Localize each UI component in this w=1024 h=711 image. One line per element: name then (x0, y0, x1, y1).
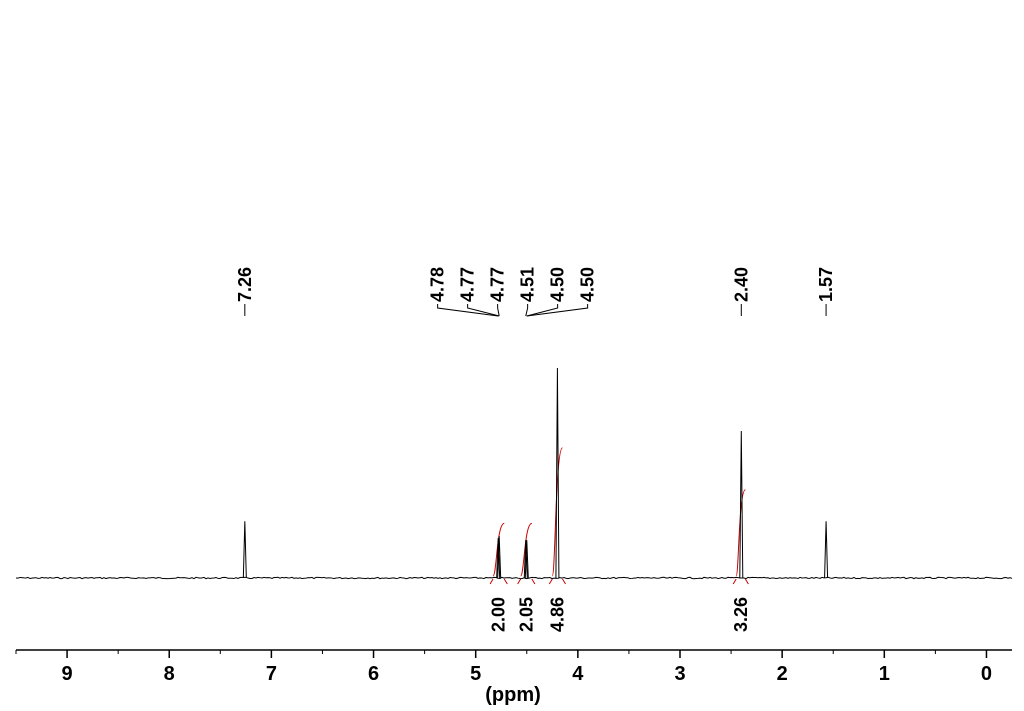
x-tick-label: 1 (879, 663, 890, 685)
peak-label: 1.57 (816, 267, 836, 302)
x-tick-label: 5 (470, 663, 481, 685)
integral-label-layer: 2.00 2.05 4.86 3.26 (489, 597, 751, 632)
x-tick-label: 6 (368, 663, 379, 685)
integral-label: 4.86 (547, 597, 567, 632)
peak-label: 7.26 (235, 267, 255, 302)
x-axis-ticks: 9 8 7 6 5 4 3 2 1 0 (15, 650, 992, 685)
x-tick-label: 4 (572, 663, 584, 685)
x-tick-label: 9 (62, 663, 73, 685)
integral-bracket (517, 578, 536, 585)
peaks-layer (242, 367, 829, 579)
peak-label-connector (467, 304, 500, 317)
peak-label: 4.50 (548, 267, 568, 302)
spectrum-peak (242, 521, 247, 579)
integral-bracket (732, 578, 749, 585)
x-tick-label: 8 (164, 663, 175, 685)
spectrum-peak (523, 540, 528, 579)
integral-curve (551, 447, 564, 577)
peak-label: 4.77 (458, 267, 478, 302)
integral-label: 3.26 (731, 597, 751, 632)
integral-bracket (548, 578, 566, 585)
peak-label-connector (526, 304, 589, 317)
integral-bracket (489, 578, 508, 585)
peak-label: 2.40 (731, 267, 751, 302)
x-tick-label: 7 (266, 663, 277, 685)
integral-layer (489, 447, 749, 585)
x-tick-label: 2 (777, 663, 788, 685)
spectrum-peak (497, 535, 502, 579)
spectrum-peak (524, 540, 529, 579)
x-tick-label: 0 (981, 663, 992, 685)
peak-label-connector (525, 304, 529, 317)
peak-label-connector (437, 304, 499, 317)
integral-label: 2.05 (516, 597, 536, 632)
peak-label: 4.77 (488, 267, 508, 302)
integral-curve (735, 489, 746, 577)
integral-curve (492, 522, 505, 577)
spectrum-peak (496, 538, 501, 579)
spectrum-peak (555, 367, 560, 579)
spectrum-line (15, 576, 1013, 580)
spectrum-peak (739, 430, 744, 579)
spectrum-peak (824, 521, 829, 579)
peak-label: 4.50 (578, 267, 598, 302)
peak-label: 4.78 (428, 267, 448, 302)
integral-label: 2.00 (489, 597, 509, 632)
peak-label-connector (497, 304, 500, 317)
peak-label: 4.51 (518, 267, 538, 302)
peak-label-layer: 7.26 4.78 4.77 4.77 4.51 4.50 4.50 2.40 1.57 (235, 267, 836, 317)
peak-label-connector (526, 304, 559, 317)
integral-curve (520, 522, 533, 577)
x-axis-title: (ppm) (485, 684, 541, 706)
x-tick-label: 3 (674, 663, 685, 685)
